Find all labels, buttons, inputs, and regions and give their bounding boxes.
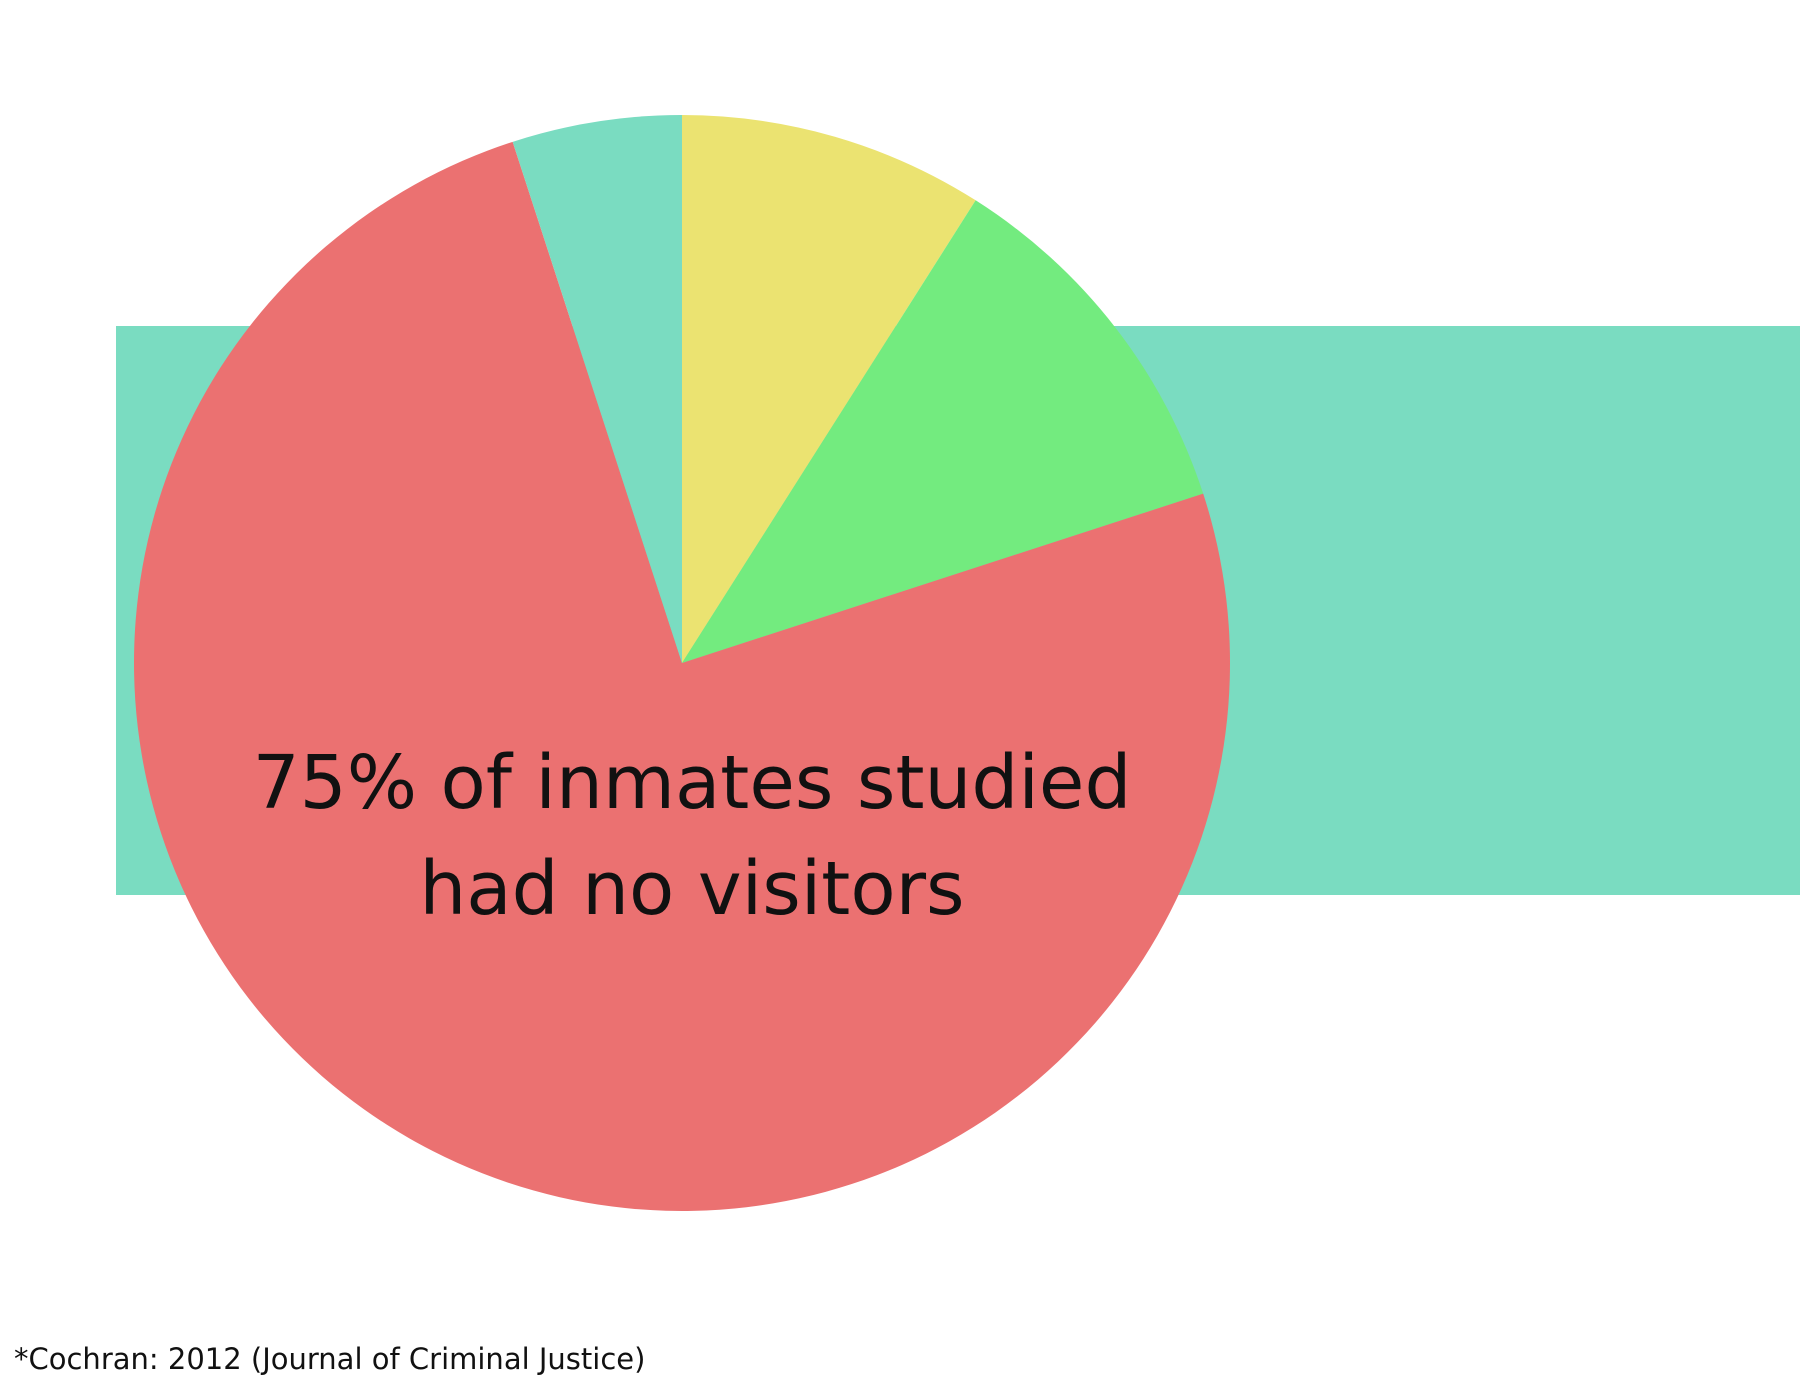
pie-slice-2	[682, 200, 1204, 664]
pie-slice-4	[512, 115, 682, 663]
pie-slice-3	[133, 141, 1230, 1211]
annotation-line-1: 75% of inmates studied	[253, 740, 1132, 826]
source-citation: *Cochran: 2012 (Journal of Criminal Just…	[14, 1342, 646, 1376]
pie-slice-1	[682, 115, 976, 663]
pie-slices	[133, 115, 1230, 1211]
annotation-line-2: had no visitors	[419, 846, 964, 932]
